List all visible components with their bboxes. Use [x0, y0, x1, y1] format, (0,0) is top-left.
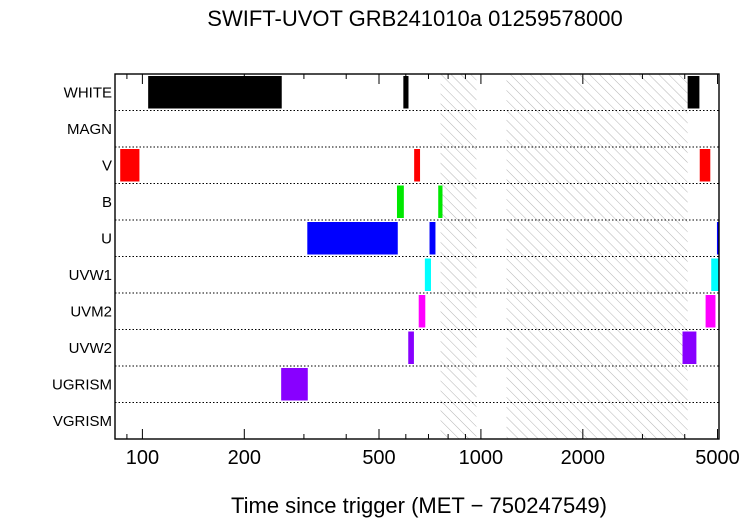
exposure-bar-uvm2	[705, 295, 716, 328]
row-separators	[115, 110, 719, 403]
exposure-bar-white	[403, 76, 409, 109]
x-axis-ticks: 100 200 500 1000 2000 5000	[126, 74, 740, 469]
x-tick-label: 200	[228, 447, 261, 469]
exposure-bar-u	[307, 222, 398, 255]
x-tick-label: 100	[126, 447, 159, 469]
exposure-bar-uvw1	[711, 258, 719, 291]
filter-labels: WHITE MAGN V B U UVW1 UVM2 UVW2 UGRISM VGRISM	[52, 84, 112, 430]
exposure-bar-u	[429, 222, 436, 255]
x-tick-label: 5000	[695, 447, 740, 469]
exposure-bar-uvw2	[408, 331, 414, 364]
exposure-bar-b	[438, 185, 443, 218]
exposure-bar-v	[120, 149, 140, 182]
exposure-bar-b	[396, 185, 404, 218]
filter-label-vgrism: VGRISM	[53, 413, 112, 430]
exposure-bar-white	[687, 76, 700, 109]
exposure-bar-ugrism	[281, 368, 308, 401]
exposure-bar-v	[699, 149, 711, 182]
exposure-bar-uvw1	[424, 258, 431, 291]
filter-label-uvw2: UVW2	[69, 340, 112, 357]
filter-label-magn: MAGN	[67, 121, 112, 138]
x-tick-label: 500	[362, 447, 395, 469]
filter-label-b: B	[102, 194, 112, 211]
filter-label-u: U	[101, 230, 112, 247]
exposure-bar-u	[716, 222, 719, 255]
filter-label-white: WHITE	[64, 84, 112, 101]
plot-frame	[114, 73, 720, 440]
filter-label-uvm2: UVM2	[70, 303, 112, 320]
filter-label-ugrism: UGRISM	[52, 376, 112, 393]
hatched-interval-1	[506, 74, 688, 439]
hatched-regions	[440, 74, 688, 439]
exposure-bar-uvm2	[418, 295, 426, 328]
filter-label-v: V	[102, 157, 112, 174]
exposure-bar-v	[414, 149, 421, 182]
exposure-bar-uvw2	[682, 331, 697, 364]
x-tick-label: 1000	[459, 447, 504, 469]
exposure-bar-white	[148, 76, 282, 109]
x-tick-label: 2000	[561, 447, 606, 469]
chart-title: SWIFT-UVOT GRB241010a 01259578000	[207, 6, 622, 31]
x-axis-label: Time since trigger (MET − 750247549)	[231, 493, 607, 518]
filter-label-uvw1: UVW1	[69, 267, 112, 284]
exposure-bars	[120, 76, 719, 401]
